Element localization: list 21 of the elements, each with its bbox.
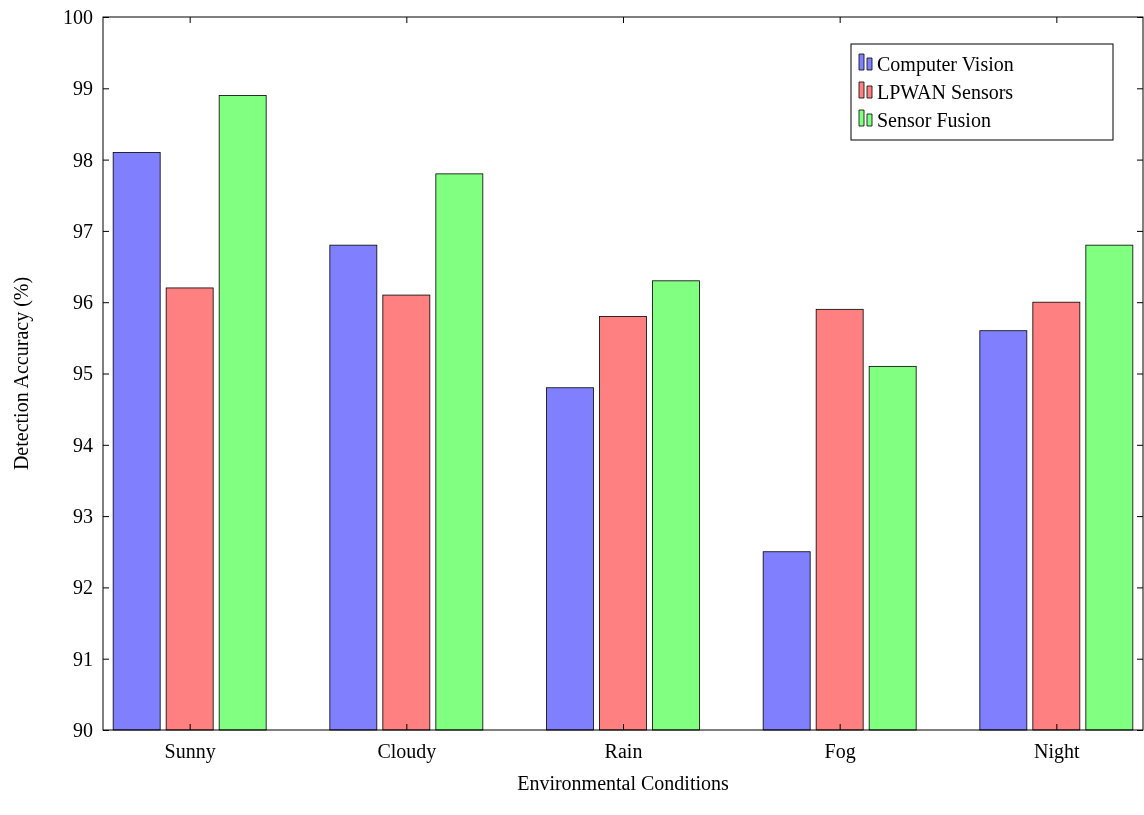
legend-label: LPWAN Sensors	[877, 81, 1014, 103]
y-tick-label: 99	[73, 77, 93, 100]
x-tick-label: Rain	[604, 740, 643, 763]
x-tick-label: Sunny	[164, 740, 216, 764]
y-tick-label: 97	[73, 219, 93, 242]
y-axis-title: Detection Accuracy (%)	[10, 276, 33, 471]
x-tick-label: Night	[1034, 740, 1081, 764]
legend-label: Computer Vision	[877, 53, 1014, 76]
y-tick-label: 90	[73, 718, 93, 741]
y-tick-label: 92	[73, 576, 93, 599]
y-tick-label: 93	[73, 505, 93, 527]
y-tick-label: 96	[73, 291, 93, 314]
x-tick-label: Cloudy	[377, 740, 437, 764]
y-tick-label: 100	[63, 5, 93, 28]
y-tick-label: 94	[73, 433, 93, 456]
y-tick-label: 95	[73, 362, 93, 385]
legend-label: Sensor Fusion	[877, 109, 991, 131]
y-tick-label: 98	[73, 148, 93, 171]
x-axis-title: Environmental Conditions	[517, 772, 730, 794]
x-tick-label: Fog	[824, 740, 856, 764]
y-tick-label: 91	[73, 647, 93, 670]
